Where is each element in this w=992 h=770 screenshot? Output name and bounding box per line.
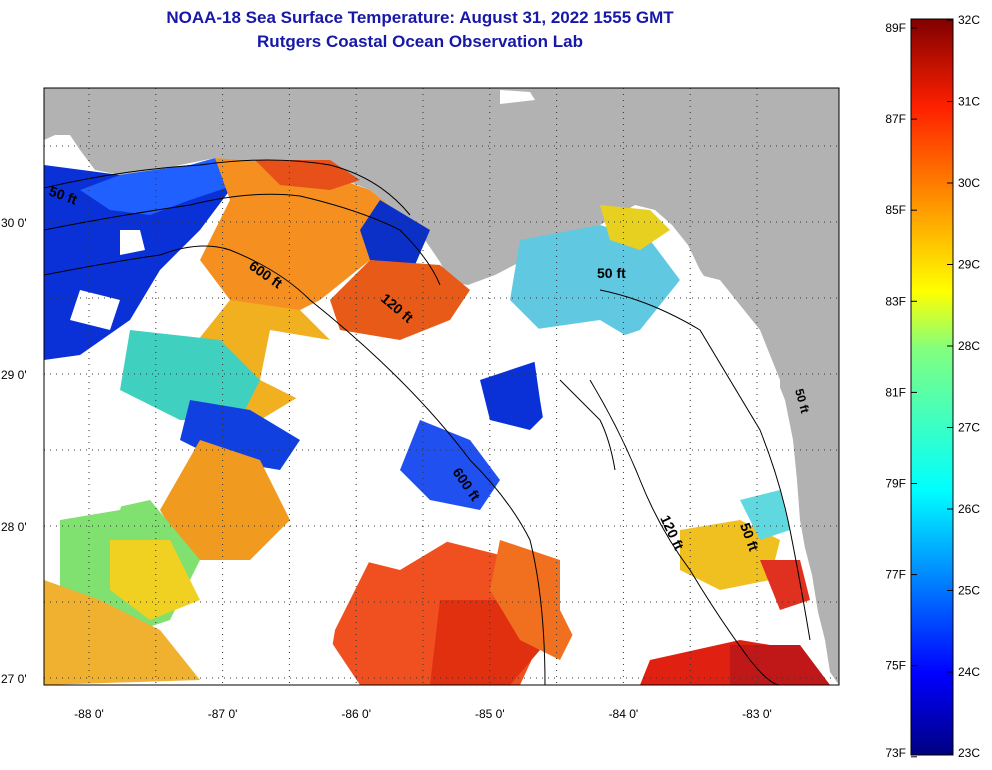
lon-label: -84 0': [609, 707, 639, 721]
f-label: 83F: [885, 294, 906, 308]
lon-label: -87 0': [208, 707, 238, 721]
c-label: 32C: [958, 13, 980, 27]
c-label: 30C: [958, 176, 980, 190]
f-label: 81F: [885, 385, 906, 399]
depth-label: 50 ft: [597, 265, 626, 281]
lon-label: -83 0': [742, 707, 772, 721]
f-label: 85F: [885, 203, 906, 217]
celsius-scale: 32C 31C 30C 29C 28C 27C 26C 25C 24C 23C: [947, 13, 980, 760]
latitude-axis: 30 0' 29 0' 28 0' 27 0': [1, 216, 27, 686]
f-label: 73F: [885, 746, 906, 760]
bathymetry-contours: [44, 159, 811, 685]
c-label: 29C: [958, 258, 980, 272]
depth-label: 50 ft: [792, 387, 812, 414]
c-label: 23C: [958, 746, 980, 760]
map-title: NOAA-18 Sea Surface Temperature: August …: [166, 8, 674, 27]
lon-label: -85 0': [475, 707, 505, 721]
lat-label: 27 0': [1, 672, 27, 686]
c-label: 24C: [958, 665, 980, 679]
c-label: 28C: [958, 339, 980, 353]
map-frame: [43, 87, 840, 686]
colorbar-gradient: [910, 18, 954, 756]
f-label: 75F: [885, 659, 906, 673]
lat-label: 29 0': [1, 368, 27, 382]
lat-label: 28 0': [1, 520, 27, 534]
lat-lon-grid: [44, 88, 839, 685]
map-subtitle: Rutgers Coastal Ocean Observation Lab: [257, 32, 583, 51]
map-area: [44, 88, 839, 685]
fahrenheit-scale: 89F 87F 85F 83F 81F 79F 77F 75F 73F: [885, 21, 917, 760]
f-label: 89F: [885, 21, 906, 35]
c-label: 31C: [958, 95, 980, 109]
f-label: 79F: [885, 477, 906, 491]
f-label: 87F: [885, 112, 906, 126]
c-label: 26C: [958, 502, 980, 516]
lat-label: 30 0': [1, 216, 27, 230]
sst-field: [44, 158, 830, 685]
c-label: 27C: [958, 421, 980, 435]
c-label: 25C: [958, 584, 980, 598]
land-mass: [44, 88, 839, 685]
colorbar: 89F 87F 85F 83F 81F 79F 77F 75F 73F 32C 31C 30C 29C…: [885, 13, 980, 760]
longitude-axis: -88 0' -87 0' -86 0' -85 0' -84 0' -83 0': [74, 707, 772, 721]
f-label: 77F: [885, 568, 906, 582]
lon-label: -86 0': [341, 707, 371, 721]
cloud-mask: [44, 90, 780, 660]
lon-label: -88 0': [74, 707, 104, 721]
